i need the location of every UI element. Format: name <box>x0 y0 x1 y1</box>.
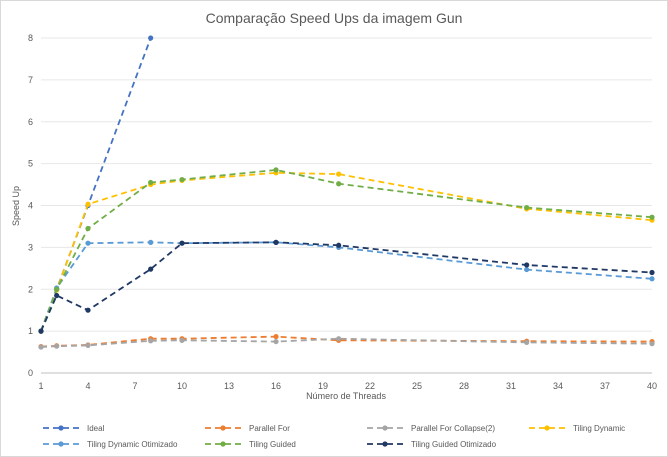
data-point <box>148 266 154 272</box>
data-point <box>179 240 185 246</box>
data-point <box>54 343 60 349</box>
x-tick-label: 10 <box>177 381 187 391</box>
data-point <box>336 181 342 187</box>
y-tick-label: 4 <box>28 201 33 211</box>
legend-swatch-marker <box>58 425 64 431</box>
x-tick-label: 25 <box>412 381 422 391</box>
series-2 <box>38 336 655 350</box>
x-tick-label: 31 <box>506 381 516 391</box>
legend-item: Parallel For <box>205 424 290 433</box>
legend-label: Parallel For Collapse(2) <box>411 424 495 433</box>
x-tick-label: 1 <box>38 381 43 391</box>
chart-title: Comparação Speed Ups da imagem Gun <box>206 10 463 26</box>
legend-item: Tiling Guided Otimizado <box>367 440 497 449</box>
x-tick-label: 7 <box>132 381 137 391</box>
data-point <box>649 341 655 347</box>
data-point <box>336 171 342 177</box>
data-point <box>273 333 279 340</box>
series-3 <box>38 170 655 334</box>
x-tick-label: 22 <box>365 381 375 391</box>
data-point <box>148 179 154 186</box>
data-point <box>148 338 154 344</box>
y-tick-label: 1 <box>28 326 33 336</box>
series-line <box>40 171 653 332</box>
legend-label: Tiling Dynamic <box>573 424 625 433</box>
x-tick-label: 28 <box>459 381 469 391</box>
x-tick-label: 4 <box>85 381 90 391</box>
y-tick-label: 0 <box>28 368 33 378</box>
legend-swatch-marker <box>544 425 550 431</box>
series-5 <box>38 167 655 334</box>
gridlines <box>41 37 652 374</box>
y-tick-label: 5 <box>28 159 33 169</box>
data-point <box>148 239 154 245</box>
data-point <box>273 338 279 345</box>
y-tick-label: 6 <box>28 117 33 127</box>
data-point <box>54 286 60 292</box>
data-point <box>273 167 279 173</box>
legend-label: Tiling Dynamic Otimizado <box>87 440 178 449</box>
y-tick-label: 3 <box>28 242 33 252</box>
data-point <box>649 276 655 282</box>
series-line <box>40 241 653 332</box>
y-tick-labels: 0 1 2 3 4 5 6 7 8 <box>28 33 33 378</box>
series-line <box>40 241 653 332</box>
x-tick-label: 37 <box>600 381 610 391</box>
legend-label: Parallel For <box>249 424 290 433</box>
x-tick-label: 13 <box>224 381 234 391</box>
legend-label: Tiling Guided Otimizado <box>411 440 497 449</box>
x-axis-title: Número de Threads <box>306 391 386 401</box>
data-point <box>179 337 185 343</box>
legend-swatch-marker <box>382 441 388 447</box>
x-tick-label: 40 <box>647 381 657 391</box>
series-group <box>38 35 655 350</box>
data-point <box>85 240 91 246</box>
data-point <box>336 242 342 248</box>
data-point <box>148 35 154 41</box>
y-tick-label: 2 <box>28 284 33 294</box>
legend-item: Tiling Guided <box>205 440 296 449</box>
data-point <box>336 336 342 342</box>
data-point <box>85 201 91 207</box>
data-point <box>649 269 655 276</box>
data-point <box>649 214 655 220</box>
data-point <box>273 239 279 245</box>
data-point <box>54 292 60 299</box>
data-point <box>85 342 91 348</box>
data-point <box>85 307 91 313</box>
legend-item: Tiling Dynamic Otimizado <box>43 440 178 449</box>
legend: Ideal Parallel For Parallel For Collapse(2… <box>43 424 625 449</box>
legend-swatch-marker <box>220 441 226 447</box>
series-4 <box>38 239 655 334</box>
series-6 <box>38 239 655 334</box>
data-point <box>85 225 91 232</box>
y-tick-label: 7 <box>28 75 33 85</box>
data-point <box>179 176 185 183</box>
legend-item: Parallel For Collapse(2) <box>367 424 495 433</box>
y-tick-label: 8 <box>28 33 33 43</box>
data-point <box>524 262 530 268</box>
legend-item: Ideal <box>43 424 105 433</box>
x-tick-label: 34 <box>553 381 563 391</box>
legend-item: Tiling Dynamic <box>529 424 625 433</box>
data-point <box>524 339 530 346</box>
series-line <box>40 168 653 332</box>
legend-label: Ideal <box>87 424 105 433</box>
legend-label: Tiling Guided <box>249 440 296 449</box>
y-axis-title: Speed Up <box>11 186 21 226</box>
legend-swatch-marker <box>220 425 226 431</box>
x-tick-label: 16 <box>271 381 281 391</box>
legend-swatch-marker <box>58 441 64 447</box>
data-point <box>38 344 44 350</box>
data-point <box>38 328 44 334</box>
legend-swatch-marker <box>382 425 388 431</box>
data-point <box>524 204 530 211</box>
data-point <box>524 266 530 273</box>
x-tick-label: 19 <box>318 381 328 391</box>
x-tick-labels: 1 4 7 10 13 16 19 22 25 28 31 34 37 40 <box>38 381 657 391</box>
